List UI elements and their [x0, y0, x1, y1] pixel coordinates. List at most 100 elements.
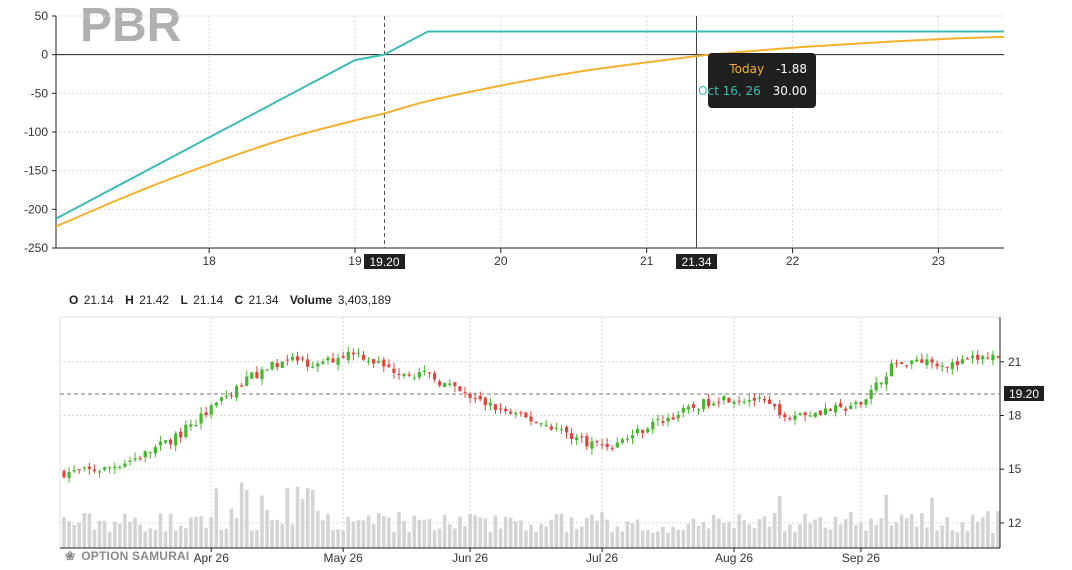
- price-y-tick-label: 21: [1008, 355, 1022, 369]
- volume-bar: [828, 529, 833, 548]
- candle-body: [300, 358, 305, 360]
- candle-body: [915, 359, 919, 362]
- volume-bar: [463, 526, 467, 548]
- candle-body: [92, 469, 97, 472]
- candle-body: [509, 411, 513, 414]
- volume-bar: [711, 514, 716, 548]
- candle-body: [696, 409, 701, 411]
- candle-body: [184, 424, 188, 438]
- volume-bar: [671, 526, 675, 548]
- volume-bar: [635, 519, 640, 548]
- candle-body: [448, 383, 452, 385]
- volume-bar: [549, 519, 554, 548]
- payoff-chart[interactable]: 50 0 -50 -100 -150 -200 -250 18 19 20 21 22 23 19.2…: [0, 0, 1072, 280]
- candle-body: [955, 361, 959, 366]
- candle-body: [356, 352, 361, 354]
- candle-body: [143, 451, 147, 458]
- volume-bar: [640, 530, 645, 548]
- candle-body: [625, 438, 630, 440]
- volume-bar: [732, 527, 736, 548]
- candle-body: [514, 412, 518, 415]
- volume-bar: [686, 523, 691, 548]
- volume-bar: [945, 517, 950, 548]
- volume-bar: [458, 516, 462, 548]
- candle-body: [590, 441, 594, 449]
- candle-body: [839, 403, 843, 408]
- candle-body: [493, 404, 498, 411]
- candle-body: [981, 355, 985, 360]
- volume-bar: [955, 532, 960, 548]
- ohlc-high-label: H: [125, 293, 134, 307]
- volume-bar: [859, 522, 863, 548]
- volume-bar: [300, 499, 305, 548]
- volume-bar: [986, 511, 990, 548]
- candle-body: [82, 467, 86, 469]
- volume-bar: [975, 521, 980, 548]
- branding-logo[interactable]: ❀ OPTION SAMURAI: [65, 549, 189, 563]
- ohlc-open-label: O: [69, 293, 79, 307]
- volume-bar: [818, 517, 823, 548]
- candle-body: [544, 425, 548, 427]
- candles: [62, 346, 1000, 483]
- ohlc-low-label: L: [180, 293, 188, 307]
- volume-bar: [143, 531, 148, 548]
- volume-bar: [432, 530, 437, 548]
- volume-bar: [270, 519, 274, 548]
- candle-body: [468, 393, 472, 398]
- candle-body: [275, 363, 279, 368]
- candle-body: [67, 472, 71, 479]
- volume-bar: [331, 530, 335, 548]
- candle-body: [422, 371, 427, 373]
- volume-bar: [539, 524, 543, 548]
- volume-bar: [321, 520, 325, 548]
- candle-body: [767, 399, 772, 405]
- candle-body: [158, 441, 163, 446]
- candle-body: [128, 460, 132, 462]
- payoff-series-today: [55, 35, 1005, 228]
- candle-body: [72, 470, 76, 472]
- candle-body: [986, 357, 990, 359]
- volume-bar: [590, 514, 594, 548]
- volume-bar: [361, 520, 366, 548]
- volume-bar: [899, 514, 904, 548]
- volume-bar: [605, 519, 609, 548]
- volume-bar: [574, 528, 579, 548]
- candle-body: [168, 439, 173, 445]
- price-marker-label: 19.20: [1009, 387, 1039, 401]
- volume-bar: [534, 531, 538, 548]
- volume-bar: [128, 521, 132, 548]
- candle-body: [321, 361, 325, 364]
- volume-bar: [407, 531, 411, 548]
- candle-body: [387, 364, 391, 367]
- candle-body: [341, 356, 345, 358]
- candle-body: [240, 385, 244, 387]
- candle-body: [351, 352, 355, 355]
- candle-body: [103, 467, 107, 470]
- volume-bar: [564, 532, 569, 548]
- volume-bar: [153, 530, 158, 548]
- branding-text: OPTION SAMURAI: [81, 549, 190, 563]
- candle-body: [884, 376, 888, 385]
- volume-bar: [742, 520, 746, 548]
- volume-bar: [777, 496, 782, 548]
- payoff-y-axis: 50 0 -50 -100 -150 -200 -250: [24, 9, 56, 255]
- price-y-tick-label: 15: [1008, 462, 1022, 476]
- volume-bar: [118, 523, 122, 548]
- volume-bar: [87, 513, 92, 548]
- volume-bar: [600, 511, 604, 548]
- volume-bar: [965, 530, 970, 548]
- ohlc-close-value: 21.34: [248, 293, 279, 307]
- price-x-tick-label: May 26: [324, 551, 364, 565]
- price-x-tick-label: Sep 26: [842, 551, 880, 565]
- volume-bar: [442, 514, 447, 548]
- candle-body: [971, 355, 975, 359]
- volume-bar: [940, 525, 944, 548]
- volume-bar: [991, 532, 995, 548]
- candle-body: [747, 399, 751, 402]
- volume-bar: [447, 524, 452, 548]
- volume-bar: [757, 518, 762, 548]
- candle-body: [295, 356, 300, 361]
- candle-body: [519, 412, 523, 414]
- volume-bar: [869, 518, 873, 548]
